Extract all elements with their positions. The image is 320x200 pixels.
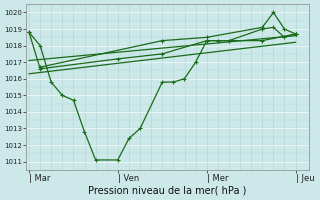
X-axis label: Pression niveau de la mer( hPa ): Pression niveau de la mer( hPa ) [88, 186, 247, 196]
